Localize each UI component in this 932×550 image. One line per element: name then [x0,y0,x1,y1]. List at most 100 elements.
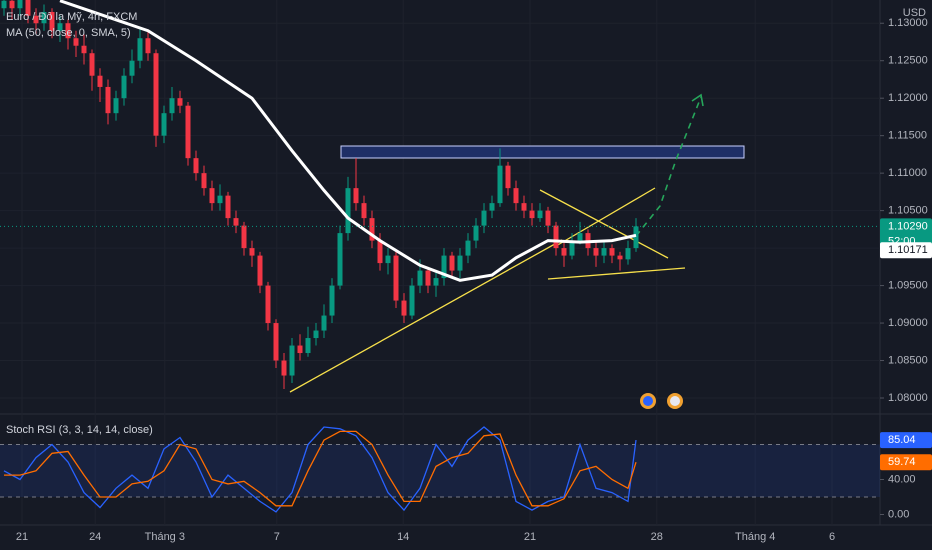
value-tag [880,454,932,471]
candle-body [129,60,135,76]
projection-arrow [635,96,702,237]
candle-body [281,360,287,376]
y-tick-label: 1.12000 [888,92,928,104]
candle-body [297,345,303,354]
y-tick-label: 1.08500 [888,354,928,366]
candle-body [177,98,183,106]
candle-body [625,248,631,260]
candle-body [593,248,599,256]
value-tag-label: 59.74 [888,456,916,468]
candle-body [417,270,423,286]
candle-body [449,255,455,271]
value-tag [880,432,932,449]
candle-body [169,98,175,114]
candle-body [49,11,55,31]
candle-body [601,248,607,256]
symbol-title[interactable]: Euro / Đô la Mỹ, 4h, FXCM [6,11,137,23]
candle-body [185,105,191,159]
candle-body [537,210,543,219]
x-tick-label: 6 [829,531,835,543]
trend-line [547,267,686,280]
candle-body [9,0,15,9]
x-tick-label: 14 [397,531,409,543]
last-price-tag [880,218,932,250]
candle-body [561,248,567,256]
candle-body [273,323,279,361]
x-tick-label: 7 [274,531,280,543]
candle-body [337,233,343,286]
candle-body [393,255,399,301]
value-tag-label: 85.04 [888,434,916,446]
candle-body [65,23,71,39]
candle-body [577,233,583,241]
y-tick-label: 1.10500 [888,205,928,217]
indicator-title[interactable]: MA (50, close, 0, SMA, 5) [6,27,131,39]
x-tick-label: 28 [651,531,663,543]
candle-body [385,255,391,264]
candle-body [313,330,319,339]
candle-body [217,195,223,204]
candle-body [425,270,431,286]
event-icon-inner [643,396,653,406]
candle-body [233,218,239,226]
event-icon-inner [670,396,680,406]
y-tick-label: 1.08000 [888,392,928,404]
candle-body [489,203,495,211]
candle-body [161,113,167,136]
trend-line [289,239,563,393]
candle-body [617,255,623,260]
candle-body [441,255,447,279]
candle-body [17,0,23,9]
candle-body [473,225,479,241]
candle-body [121,75,127,99]
candle-body [321,315,327,331]
y-tick-label: 1.11500 [888,130,927,142]
candle-body [57,23,63,31]
y-tick-label: 1.12500 [888,55,928,67]
x-tick-label: 21 [524,531,536,543]
moving-average [59,0,637,282]
candle-body [137,38,143,61]
candle-body [33,15,39,24]
candle-body [353,188,359,204]
resistance-zone [340,145,745,159]
y-tick-label: 1.09000 [888,317,928,329]
candle-body [97,75,103,87]
candle-body [409,285,415,316]
x-tick-label: 24 [89,531,101,543]
candle-body [81,45,87,54]
stoch-title[interactable]: Stoch RSI (3, 3, 14, 14, close) [6,424,153,436]
drawings [289,93,745,409]
candle-body [201,173,207,189]
candle-body [105,86,111,114]
candle-body [513,188,519,204]
candle-body [113,98,119,114]
candle-body [209,188,215,204]
y-tick-label: 1.13000 [888,17,928,29]
candle-body [553,225,559,249]
candle-body [153,53,159,136]
candle-body [305,338,311,354]
candle-body [497,165,503,204]
trend-line [539,189,669,259]
candle-body [265,285,271,324]
stoch-line [4,430,637,507]
candle-body [433,278,439,286]
candle-body [521,203,527,211]
ma-label: 1.10171 [888,244,928,256]
candle-body [377,240,383,264]
last-price-label: 1.10290 [888,220,928,232]
y-tick-label: 0.00 [888,508,909,520]
band-fill [0,444,880,497]
y-tick-label: 1.09500 [888,279,928,291]
candle-body [633,226,639,249]
candle-body [25,0,31,16]
currency: USD [903,7,926,19]
candle-body [225,195,231,219]
candle-body [257,255,263,286]
candle-body [289,345,295,376]
stoch-line [3,426,637,513]
ma-tag [880,242,932,259]
candle-body [193,158,199,174]
